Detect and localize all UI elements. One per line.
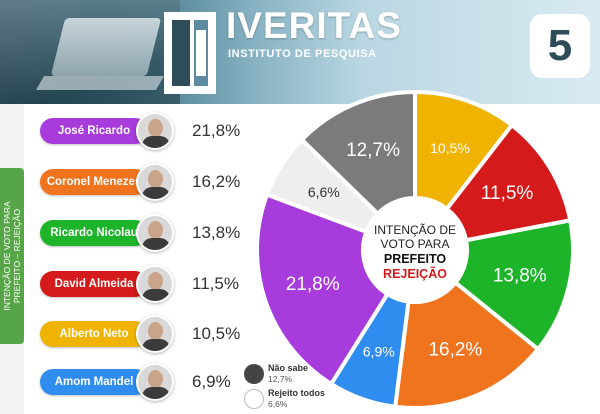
candidate-name-pill: Coronel Menezes [40, 169, 148, 195]
candidate-percentage: 13,8% [192, 213, 240, 253]
center-label-line3: PREFEITO [384, 252, 447, 266]
page-number-badge: 5 [530, 14, 590, 78]
pie-slice-label: 10,5% [430, 140, 470, 156]
laptop-illustration [51, 18, 161, 76]
candidate-avatar [136, 112, 174, 150]
candidate-row: David Almeida 11,5% [40, 264, 276, 304]
sidebar-title: INTENÇÃO DE VOTO PARA PREFEITO – REJEIÇÃ… [2, 201, 22, 310]
pie-slice-label: 6,9% [363, 344, 395, 360]
candidate-name-pill: José Ricardo [40, 118, 148, 144]
candidate-percentage: 16,2% [192, 162, 240, 202]
candidate-row: Coronel Menezes 16,2% [40, 162, 276, 202]
candidate-percentage: 10,5% [192, 314, 240, 354]
pie-slice-label: 6,6% [308, 184, 340, 200]
center-label-line2: VOTO PARA [381, 237, 450, 251]
candidate-avatar [136, 315, 174, 353]
sidebar-title-line1: INTENÇÃO DE VOTO PARA [2, 201, 12, 310]
candidate-row: Ricardo Nicolau 13,8% [40, 213, 276, 253]
candidate-row: Alberto Neto 10,5% [40, 314, 276, 354]
candidate-percentage: 11,5% [192, 264, 239, 304]
legend-item-nao-sabe: Não sabe 12,7% [244, 362, 364, 386]
candidate-row: Amom Mandel 6,9% [40, 362, 276, 402]
legend-label: Rejeito todos [268, 388, 325, 398]
candidate-name-pill: Ricardo Nicolau [40, 220, 148, 246]
candidate-row: José Ricardo 21,8% [40, 111, 276, 151]
brand-subtitle: INSTITUTO DE PESQUISA [228, 48, 377, 60]
pie-slice-label: 13,8% [493, 266, 547, 287]
candidate-avatar [136, 363, 174, 401]
center-label-line4: REJEIÇÃO [383, 266, 447, 281]
candidate-name-pill: Alberto Neto [40, 321, 148, 347]
legend-swatch [244, 364, 264, 384]
pie-slice-label: 16,2% [428, 340, 482, 361]
section-sidebar: INTENÇÃO DE VOTO PARA PREFEITO – REJEIÇÃ… [0, 168, 24, 344]
legend-label: Não sabe [268, 363, 308, 373]
page-number: 5 [530, 14, 590, 78]
legend-value: 6,6% [268, 399, 287, 409]
keyboard-illustration [36, 76, 164, 90]
candidate-name-pill: Amom Mandel [40, 369, 148, 395]
legend-swatch [244, 389, 264, 409]
sidebar-title-line2: PREFEITO – REJEIÇÃO [12, 201, 22, 310]
legend-item-rejeito-todos: Rejeito todos 6,6% [244, 387, 364, 411]
iveritas-logo-icon [160, 8, 220, 98]
center-label-line1: INTENÇÃO DE [374, 223, 456, 237]
brand-name: IVERITAS [226, 4, 402, 48]
candidate-avatar [136, 214, 174, 252]
pie-slice-label: 11,5% [481, 183, 534, 204]
legend-value: 12,7% [268, 374, 292, 384]
candidate-percentage: 6,9% [192, 362, 231, 402]
candidate-avatar [136, 265, 174, 303]
candidate-percentage: 21,8% [192, 111, 240, 151]
candidate-name-pill: David Almeida [40, 271, 148, 297]
pie-slice-label: 21,8% [286, 274, 340, 295]
pie-slice-label: 12,7% [346, 140, 400, 161]
candidate-avatar [136, 163, 174, 201]
